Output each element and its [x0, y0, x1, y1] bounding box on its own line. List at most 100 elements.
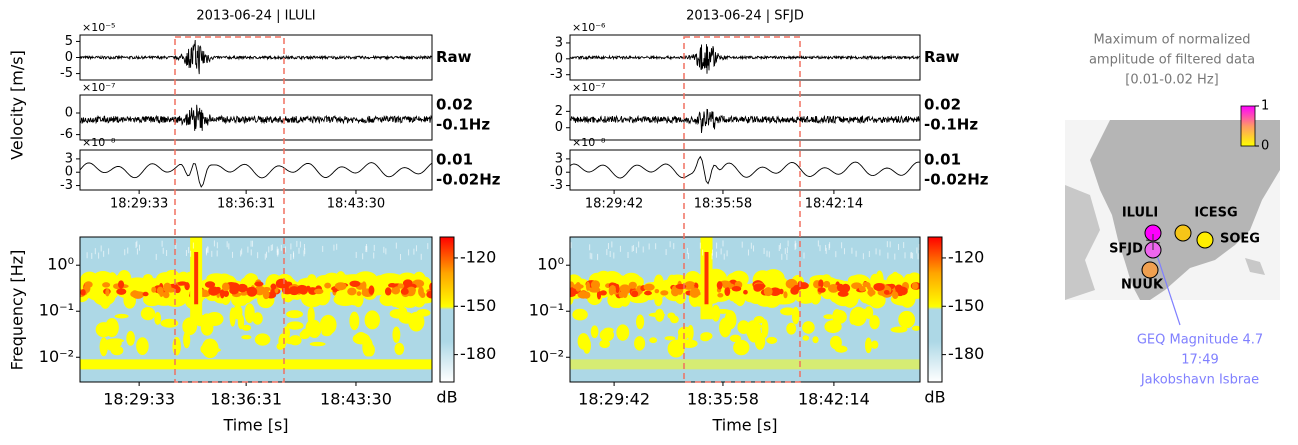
spectrogram-noise: [648, 243, 650, 250]
spectrogram-noise: [779, 243, 781, 250]
spectrogram-blob: [786, 322, 797, 335]
spectrogram-blob: [392, 326, 401, 343]
y-tick-label: 5: [65, 34, 73, 49]
colorbar-tick-label: -180: [460, 344, 496, 363]
spectrogram-noise: [699, 242, 701, 249]
spectrogram-blob: [99, 337, 108, 357]
spectrogram-noise: [298, 247, 300, 254]
spectrogram-noise: [835, 251, 837, 258]
spectrogram-noise: [862, 253, 864, 260]
spectrogram-noise: [851, 247, 853, 254]
y-tick-label: 0: [65, 165, 73, 180]
y-tick-label: -3: [550, 178, 563, 193]
spectrogram-noise: [216, 242, 218, 249]
spectrogram-noise: [175, 242, 177, 249]
spectrogram-blob: [654, 308, 665, 322]
spectrogram-blob: [400, 288, 409, 295]
spectrogram-blob: [660, 290, 669, 296]
spectrogram-noise: [635, 247, 637, 254]
spectrogram-blob: [419, 291, 426, 299]
spectrogram-blob: [615, 283, 620, 294]
spectrogram-blob: [114, 313, 129, 319]
spectrogram-blob: [364, 310, 381, 330]
spectrogram-noise: [91, 252, 93, 259]
spectrogram-noise: [362, 253, 364, 260]
spectrogram-noise: [136, 248, 138, 255]
spectrogram-blob: [588, 287, 601, 293]
map: [1065, 105, 1280, 326]
spectrogram-blob: [208, 286, 220, 296]
spectrogram-blob: [254, 333, 271, 346]
spectrogram-blob: [572, 308, 588, 321]
spectrogram-noise: [609, 250, 611, 257]
spectrogram-blob: [241, 324, 252, 331]
spectrogram-blob: [105, 339, 120, 351]
spectrogram-blob: [716, 281, 723, 290]
spectrogram-noise: [383, 246, 385, 253]
spectrogram-blob: [570, 291, 576, 298]
y-tick-label: 2: [555, 104, 563, 119]
y-tick-label: -3: [550, 67, 563, 82]
spectrogram-noise: [570, 242, 572, 249]
colorbar-tick-label: 0: [1261, 139, 1269, 154]
spectrogram-blob: [767, 280, 784, 289]
spectrogram-noise: [399, 253, 401, 260]
spectrogram-noise: [686, 247, 688, 254]
spectrogram-noise: [299, 241, 301, 248]
spectrogram-noise: [250, 249, 252, 256]
spectrogram-noise: [264, 253, 266, 260]
spectrogram-noise: [270, 244, 272, 251]
spectrogram-noise: [94, 248, 96, 255]
spectrogram-blob: [285, 337, 296, 345]
spectrogram-blob: [183, 331, 191, 349]
spectrogram-noise: [613, 252, 615, 259]
y-tick-label: 0: [555, 51, 563, 66]
spectrogram-blob: [416, 309, 431, 317]
colorbar-tick-label: -150: [460, 296, 496, 315]
spectrogram-noise: [894, 253, 896, 260]
x-tick-label: 18:29:42: [585, 197, 643, 212]
spectrogram-noise: [631, 245, 633, 252]
spectrogram-blob: [649, 337, 658, 344]
spectrogram-noise: [741, 241, 743, 248]
waveform: [569, 108, 921, 134]
spectrogram-blob: [237, 283, 248, 293]
spectrogram-blob: [572, 283, 584, 290]
spectrogram-noise: [673, 243, 675, 250]
spectrogram-noise: [373, 244, 375, 251]
spectrogram-noise: [918, 244, 920, 251]
y-tick-label: 0: [555, 165, 563, 180]
station-label: NUUK: [1121, 278, 1164, 293]
spectrogram-blob: [616, 324, 630, 341]
y-tick-label: -5: [60, 66, 73, 81]
spectrogram-noise: [124, 249, 126, 256]
spectrogram-blob: [116, 288, 127, 295]
spectrogram-blob: [305, 319, 319, 337]
spectrogram-noise: [786, 247, 788, 254]
spectrogram-blob: [599, 290, 607, 296]
spectrogram-burst: [704, 252, 709, 305]
spectrogram-blob: [664, 336, 676, 341]
spectrogram-blob: [394, 342, 405, 356]
y-tick-label: 0: [555, 120, 563, 135]
spectrogram-blob: [105, 288, 110, 297]
spectrogram-blob: [142, 291, 149, 297]
spectrogram-blob: [362, 284, 367, 295]
spectrogram-blob: [276, 342, 285, 350]
spectrogram-noise: [910, 252, 912, 259]
spectrogram-blob: [700, 335, 711, 342]
spectrogram-blob: [854, 308, 868, 315]
spectrogram-blob: [817, 287, 826, 293]
trace-frame: [79, 149, 433, 191]
x-tick-label: 18:35:58: [694, 197, 752, 212]
spectrogram-noise: [841, 242, 843, 249]
spectrogram-noise: [803, 252, 805, 259]
spectrogram-blob: [590, 280, 601, 290]
spectrogram-blob: [873, 282, 885, 291]
spectrogram-blob: [286, 310, 304, 319]
spectrogram-blob: [724, 310, 737, 330]
spectrogram-noise: [336, 243, 338, 250]
colorbar-label: dB: [436, 388, 457, 407]
spectrogram-noise: [226, 241, 228, 248]
waveform: [79, 104, 433, 131]
